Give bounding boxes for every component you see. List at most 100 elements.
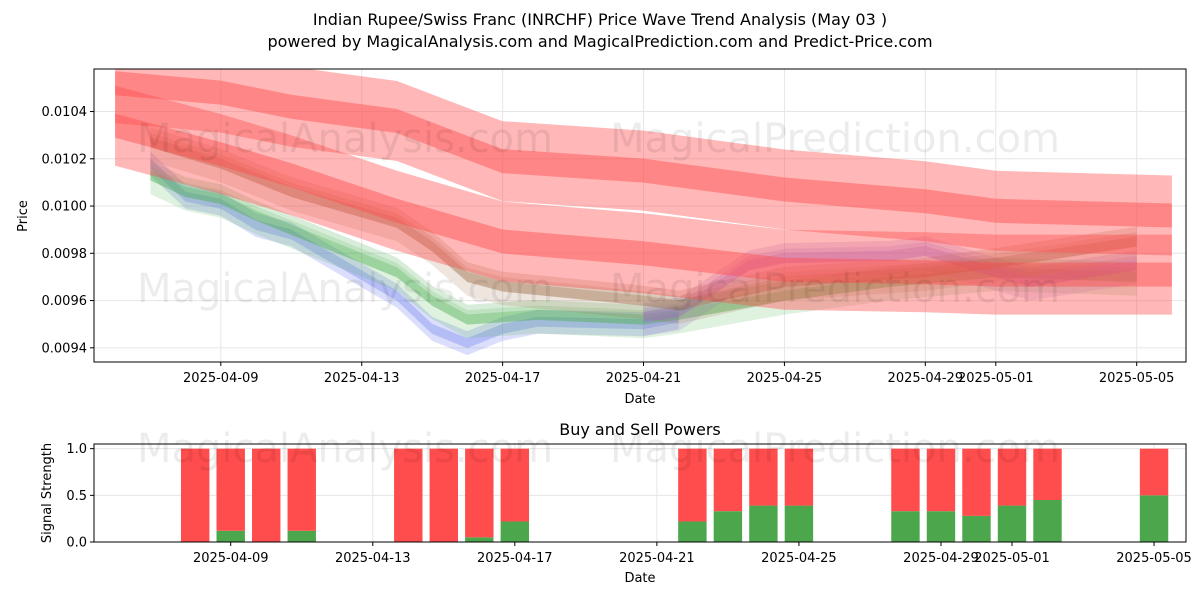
price-plot-frame [93, 68, 1187, 363]
sell-bar [891, 448, 920, 512]
buy-bar [962, 515, 991, 542]
price-watermark: MagicalPrediction.com [610, 116, 1060, 162]
signal-bars [181, 448, 1169, 542]
price-band-wave-green [150, 170, 1137, 325]
chart-title: Indian Rupee/Swiss Franc (INRCHF) Price … [313, 10, 887, 29]
signal-x-tick-label: 2025-04-13 [335, 551, 411, 566]
buy-bar [678, 521, 707, 542]
price-band-wave-brown [150, 127, 1137, 311]
price-y-ticks: 0.0094 0.0096 0.0098 0.0100 0.0102 0.0104 [42, 105, 94, 356]
sell-bar [962, 448, 991, 516]
signal-y-ticks: 0.0 0.5 1.0 [66, 442, 94, 551]
price-x-tick-label: 2025-04-09 [183, 371, 259, 386]
buy-bar [749, 505, 778, 542]
price-x-tick-label: 2025-04-29 [888, 371, 964, 386]
price-y-tick-label: 0.0100 [42, 200, 88, 215]
buy-bar [500, 521, 530, 542]
sell-bar [287, 448, 316, 531]
price-x-tick-label: 2025-05-05 [1099, 371, 1175, 386]
sell-bar [429, 448, 458, 542]
price-band-wave-red-upper [115, 69, 1172, 256]
price-band-wave-red-upper [115, 71, 1172, 228]
price-x-tick-label: 2025-05-01 [958, 371, 1034, 386]
signal-watermark: MagicalPrediction.com [610, 426, 1060, 472]
signal-x-tick-label: 2025-04-21 [619, 551, 695, 566]
price-band-actual-blue [150, 151, 679, 356]
sell-bar [784, 448, 814, 506]
sell-bar [1139, 448, 1169, 496]
price-plot-area [94, 69, 1186, 362]
sell-bar [678, 448, 707, 522]
signal-plot-frame [93, 443, 1187, 543]
price-y-axis-label: Price [16, 200, 31, 232]
buy-bar [1033, 500, 1062, 542]
buy-bar [713, 511, 743, 542]
price-y-tick-label: 0.0098 [42, 247, 88, 262]
sell-bar [216, 448, 245, 531]
buy-bar [891, 511, 920, 542]
price-y-tick-label: 0.0094 [42, 341, 88, 356]
buy-bar [784, 505, 814, 542]
sell-bar [394, 448, 423, 542]
sell-bar [500, 448, 530, 522]
sell-bar [465, 448, 494, 538]
price-x-ticks: 2025-04-09 2025-04-13 2025-04-17 2025-04-21… [183, 362, 1174, 386]
signal-title: Buy and Sell Powers [559, 420, 721, 439]
sell-bar [926, 448, 956, 512]
price-y-tick-label: 0.0096 [42, 294, 88, 309]
signal-y-tick-label: 0.0 [66, 536, 87, 551]
buy-bar [1139, 495, 1169, 542]
signal-x-axis-label: Date [624, 571, 655, 586]
price-band-actual-blue [150, 158, 679, 349]
signal-x-tick-label: 2025-04-09 [193, 551, 269, 566]
buy-bar [287, 530, 316, 542]
price-x-tick-label: 2025-04-17 [465, 371, 541, 386]
signal-x-tick-label: 2025-05-01 [974, 551, 1050, 566]
sell-bar [713, 448, 743, 512]
signal-x-tick-label: 2025-04-29 [903, 551, 979, 566]
price-band-wave-brown [150, 133, 1137, 324]
buy-bar [926, 511, 956, 542]
sell-bar [997, 448, 1027, 506]
price-x-tick-label: 2025-04-13 [324, 371, 400, 386]
sell-bar [252, 448, 281, 542]
signal-y-axis-label: Signal Strength [40, 443, 55, 543]
price-band-wave-red-lower [115, 85, 1172, 315]
signal-y-tick-label: 1.0 [66, 442, 87, 457]
price-watermark: MagicalAnalysis.com [137, 266, 553, 312]
price-watermark: MagicalAnalysis.com [137, 116, 553, 162]
buy-bar [465, 537, 494, 542]
price-x-tick-label: 2025-04-25 [747, 371, 823, 386]
sell-bar [749, 448, 778, 506]
sell-bar [181, 448, 210, 542]
price-band-wave-green [150, 166, 1137, 339]
signal-y-tick-label: 0.5 [66, 489, 87, 504]
signal-watermarks: MagicalAnalysis.com MagicalPrediction.com [137, 426, 1060, 472]
price-bands [115, 69, 1172, 356]
signal-x-tick-label: 2025-05-05 [1116, 551, 1192, 566]
signal-panel: Buy and Sell Powers MagicalAnalysis.com M… [40, 420, 1192, 586]
price-x-axis-label: Date [624, 392, 655, 407]
signal-watermark: MagicalAnalysis.com [137, 426, 553, 472]
price-y-tick-label: 0.0102 [42, 152, 88, 167]
signal-x-tick-label: 2025-04-25 [761, 551, 837, 566]
price-x-tick-label: 2025-04-21 [606, 371, 682, 386]
price-watermark: MagicalPrediction.com [610, 266, 1060, 312]
price-panel: MagicalAnalysis.com MagicalPrediction.com… [16, 68, 1187, 407]
price-watermarks: MagicalAnalysis.com MagicalPrediction.com… [137, 116, 1060, 312]
signal-x-ticks: 2025-04-09 2025-04-13 2025-04-17 2025-04-21… [193, 542, 1192, 566]
price-band-wave-purple [643, 241, 1137, 336]
buy-bar [997, 505, 1027, 542]
sell-bar [1033, 448, 1062, 500]
price-band-wave-purple [643, 236, 1137, 323]
buy-bar [216, 530, 245, 542]
signal-x-tick-label: 2025-04-17 [477, 551, 553, 566]
chart-subtitle: powered by MagicalAnalysis.com and Magic… [267, 32, 932, 51]
price-band-wave-red-lower [115, 113, 1172, 287]
price-band-wave-green [150, 160, 1137, 325]
price-grid [94, 69, 1186, 362]
price-band-wave-purple [643, 245, 1137, 323]
price-y-tick-label: 0.0104 [42, 105, 88, 120]
